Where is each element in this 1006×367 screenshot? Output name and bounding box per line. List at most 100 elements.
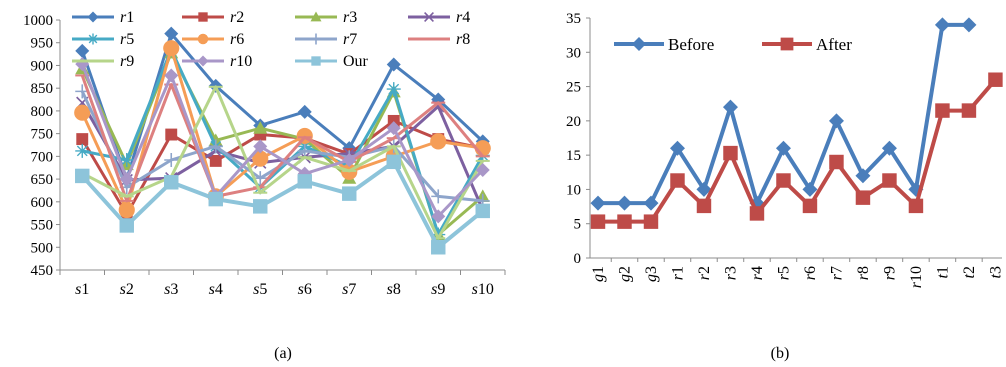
y-tick-label-a: 500 xyxy=(31,240,54,256)
legend-a: r1 r2 r3 r4 r5 r6 r7 r8 r9 r10 Our xyxy=(72,9,470,70)
x-tick-label-b: r4 xyxy=(749,266,766,280)
data-point-a-Our xyxy=(75,168,90,184)
data-point-a-r2 xyxy=(165,128,178,141)
data-point-b-Before xyxy=(775,140,791,156)
series-a-r10 xyxy=(75,57,490,224)
x-tick-label-a: s1 xyxy=(75,281,89,298)
y-tick-label-a: 1000 xyxy=(23,13,53,29)
legend-swatch-marker xyxy=(87,33,99,45)
data-point-a-r6 xyxy=(118,201,135,219)
legend-item-b-After: After xyxy=(762,35,852,54)
x-tick-label-b: g2 xyxy=(616,266,633,282)
data-point-a-Our xyxy=(386,154,401,170)
data-point-a-Our xyxy=(431,240,446,255)
x-tick-label-b: r1 xyxy=(669,266,686,280)
legend-swatch-marker xyxy=(197,55,209,67)
data-point-a-r10 xyxy=(119,172,134,187)
data-point-a-r1 xyxy=(75,43,90,58)
x-tick-label-b: r2 xyxy=(696,266,713,280)
legend-swatch-marker xyxy=(632,37,646,51)
y-tick-label-a: 900 xyxy=(31,58,54,74)
legend-item-a-r4: r4 xyxy=(408,9,470,26)
data-point-b-Before xyxy=(961,17,977,33)
legend-label: r10 xyxy=(230,53,252,70)
data-point-a-r2 xyxy=(209,154,222,167)
legend-label: r2 xyxy=(230,9,244,26)
legend-swatch-marker xyxy=(87,11,99,23)
legend-swatch-marker xyxy=(310,11,322,22)
legend-item-a-r5: r5 xyxy=(72,31,134,48)
y-tick-label-a: 850 xyxy=(31,81,54,97)
y-tick-label-b: 0 xyxy=(574,251,582,267)
y-tick-label-b: 20 xyxy=(566,114,581,130)
data-point-a-r10 xyxy=(342,153,357,167)
data-point-b-After xyxy=(590,214,606,229)
legend-label: Our xyxy=(343,53,369,70)
x-tick-label-b: t2 xyxy=(961,266,978,278)
data-point-b-After xyxy=(961,103,977,118)
x-tick-label-b: t3 xyxy=(987,266,1004,278)
data-point-b-Before xyxy=(881,140,897,156)
y-tick-label-b: 15 xyxy=(566,148,581,164)
data-point-a-r6 xyxy=(430,133,447,150)
series-line-a-r5 xyxy=(81,48,485,237)
legend-item-a-r8: r8 xyxy=(408,31,470,48)
x-tick-label-b: t1 xyxy=(934,266,951,278)
legend-item-a-r1: r1 xyxy=(72,9,134,26)
data-point-b-After xyxy=(617,214,632,229)
y-tick-label-a: 800 xyxy=(31,104,54,120)
data-point-a-r6 xyxy=(74,104,91,121)
data-point-a-Our xyxy=(119,218,134,233)
x-tick-label-a: s4 xyxy=(209,281,223,298)
data-point-a-r5 xyxy=(386,82,401,97)
x-tick-label-b: r3 xyxy=(722,266,739,280)
data-point-a-r10 xyxy=(164,68,179,83)
y-tick-label-a: 750 xyxy=(31,127,54,143)
data-point-b-Before xyxy=(590,195,606,211)
data-point-a-Our xyxy=(475,203,490,219)
legend-label: r7 xyxy=(343,31,357,48)
data-point-a-r5 xyxy=(431,227,446,242)
series-line-a-r10 xyxy=(80,63,484,218)
data-point-a-r2 xyxy=(254,128,267,141)
data-point-a-Our xyxy=(297,174,312,189)
x-tick-label-a: s3 xyxy=(164,281,178,298)
data-point-a-r2 xyxy=(76,133,89,146)
data-point-b-After xyxy=(829,154,844,170)
legend-b: Before After xyxy=(614,35,852,54)
legend-label: Before xyxy=(668,35,714,54)
x-tick-label-b: r6 xyxy=(802,266,819,280)
y-tick-label-b: 5 xyxy=(574,217,582,233)
data-point-b-After xyxy=(776,173,791,188)
legend-item-a-r10: r10 xyxy=(182,53,252,70)
x-tick-label-b: r8 xyxy=(855,266,872,280)
data-point-a-r10 xyxy=(475,163,490,177)
data-point-a-r7 xyxy=(297,143,312,158)
series-line-a-r8 xyxy=(80,74,484,203)
legend-swatch-marker xyxy=(198,12,208,22)
x-tick-label-a: s5 xyxy=(253,281,267,298)
y-tick-label-a: 550 xyxy=(31,218,54,234)
data-point-b-Before xyxy=(643,195,659,211)
chart-a: 450 500 550 600 650 700 750 800 850 900 950 1000 s1 s… xyxy=(23,9,506,362)
data-point-a-r2 xyxy=(387,114,400,127)
y-tick-label-b: 35 xyxy=(566,11,581,27)
data-point-b-After xyxy=(988,72,1003,87)
data-point-a-r10 xyxy=(386,121,401,136)
y-tick-label-a: 600 xyxy=(31,195,54,211)
x-tick-label-b: r9 xyxy=(881,266,898,280)
x-tick-label-a: s9 xyxy=(431,281,445,298)
legend-item-a-r3: r3 xyxy=(295,9,357,26)
legend-item-a-r7: r7 xyxy=(295,31,357,48)
data-point-a-r7 xyxy=(208,139,223,154)
legend-item-a-r6: r6 xyxy=(182,31,244,48)
data-point-a-Our xyxy=(342,186,357,201)
data-point-b-Before xyxy=(934,17,950,33)
legend-label: r8 xyxy=(456,31,470,48)
x-tick-label-b: g1 xyxy=(590,266,607,282)
y-tick-label-a: 450 xyxy=(31,263,54,279)
legend-swatch-marker xyxy=(780,37,794,51)
legend-swatch-marker xyxy=(311,56,321,66)
data-point-b-After xyxy=(696,198,712,214)
